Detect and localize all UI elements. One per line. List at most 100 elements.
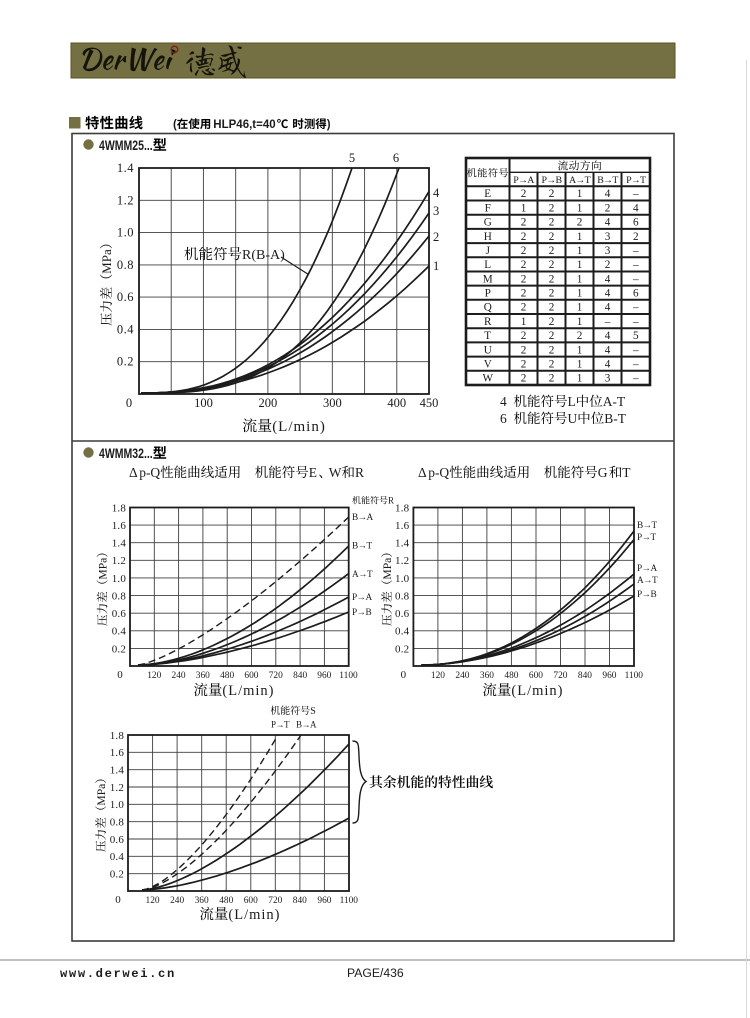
svg-text:1.8: 1.8 bbox=[110, 730, 125, 742]
svg-text:L: L bbox=[568, 394, 576, 409]
svg-text:1.0: 1.0 bbox=[112, 573, 127, 585]
svg-text:1.0: 1.0 bbox=[117, 226, 134, 240]
svg-text:2: 2 bbox=[521, 259, 527, 271]
svg-text:P: P bbox=[485, 288, 491, 300]
svg-text:2: 2 bbox=[521, 217, 527, 229]
svg-text:T: T bbox=[484, 330, 491, 342]
svg-text:2: 2 bbox=[521, 245, 527, 257]
svg-text:2: 2 bbox=[577, 330, 583, 342]
svg-text:1.6: 1.6 bbox=[110, 747, 125, 759]
svg-text:400: 400 bbox=[387, 396, 406, 410]
svg-text:1: 1 bbox=[577, 316, 583, 328]
svg-text:2: 2 bbox=[549, 344, 555, 356]
svg-text:–: – bbox=[632, 273, 639, 285]
svg-text:2: 2 bbox=[521, 359, 527, 371]
svg-text:Δ: Δ bbox=[129, 465, 138, 480]
svg-text:1: 1 bbox=[577, 273, 583, 285]
svg-text:480: 480 bbox=[504, 671, 518, 681]
svg-text:(L/min): (L/min) bbox=[511, 683, 563, 699]
svg-text:0.6: 0.6 bbox=[112, 608, 127, 620]
svg-text:360: 360 bbox=[480, 671, 494, 681]
svg-text:MPa: MPa bbox=[97, 558, 110, 580]
svg-text:0: 0 bbox=[401, 669, 407, 681]
svg-text:120: 120 bbox=[146, 896, 160, 906]
svg-text:2: 2 bbox=[549, 373, 555, 385]
svg-text:1: 1 bbox=[521, 202, 527, 214]
svg-text:2: 2 bbox=[549, 231, 555, 243]
svg-text:G: G bbox=[598, 465, 608, 480]
svg-text:F: F bbox=[485, 202, 491, 214]
svg-text:2: 2 bbox=[605, 259, 611, 271]
svg-text:1.6: 1.6 bbox=[395, 520, 410, 532]
svg-text:600: 600 bbox=[529, 671, 543, 681]
svg-text:p-Q: p-Q bbox=[428, 465, 449, 480]
svg-text:B→T: B→T bbox=[637, 521, 657, 531]
svg-text:2: 2 bbox=[521, 288, 527, 300]
svg-text:720: 720 bbox=[268, 896, 282, 906]
svg-text:P→T: P→T bbox=[637, 533, 656, 543]
svg-text:H: H bbox=[484, 231, 492, 243]
svg-text:6: 6 bbox=[393, 151, 399, 165]
svg-text:MPa: MPa bbox=[381, 558, 394, 580]
svg-text:2: 2 bbox=[521, 344, 527, 356]
svg-text:1: 1 bbox=[521, 316, 527, 328]
svg-text:B→T: B→T bbox=[352, 542, 372, 552]
svg-text:0.6: 0.6 bbox=[395, 608, 410, 620]
svg-text:240: 240 bbox=[172, 671, 186, 681]
svg-text:1.4: 1.4 bbox=[117, 161, 134, 175]
svg-text:W: W bbox=[483, 373, 494, 385]
svg-text:2: 2 bbox=[521, 302, 527, 314]
svg-text:R: R bbox=[388, 496, 394, 506]
svg-text:0.8: 0.8 bbox=[117, 258, 134, 272]
svg-text:1: 1 bbox=[577, 373, 583, 385]
svg-text:600: 600 bbox=[244, 896, 258, 906]
svg-text:MPa: MPa bbox=[99, 249, 114, 274]
svg-text:1: 1 bbox=[577, 359, 583, 371]
svg-text:0.2: 0.2 bbox=[112, 643, 126, 655]
svg-text:1: 1 bbox=[577, 259, 583, 271]
svg-text:2: 2 bbox=[605, 202, 611, 214]
svg-text:2: 2 bbox=[549, 273, 555, 285]
svg-text:2: 2 bbox=[521, 373, 527, 385]
svg-text:–: – bbox=[632, 316, 639, 328]
svg-text:450: 450 bbox=[420, 396, 439, 410]
svg-text:R: R bbox=[484, 316, 492, 328]
svg-text:2: 2 bbox=[549, 330, 555, 342]
svg-text:1.6: 1.6 bbox=[112, 520, 127, 532]
svg-text:6: 6 bbox=[500, 411, 507, 426]
svg-text:P→A: P→A bbox=[352, 593, 372, 603]
svg-text:480: 480 bbox=[220, 671, 234, 681]
svg-text:960: 960 bbox=[317, 671, 331, 681]
svg-text:–: – bbox=[632, 302, 639, 314]
svg-text:A-T: A-T bbox=[603, 394, 626, 409]
svg-text:P→B: P→B bbox=[542, 175, 563, 186]
svg-text:2: 2 bbox=[633, 231, 639, 243]
svg-text:0.2: 0.2 bbox=[395, 643, 409, 655]
svg-text:2: 2 bbox=[521, 273, 527, 285]
svg-text:L: L bbox=[484, 259, 491, 271]
svg-text:B-T: B-T bbox=[604, 411, 627, 426]
svg-text:–: – bbox=[632, 344, 639, 356]
svg-text:0.6: 0.6 bbox=[110, 834, 125, 846]
svg-text:A→T: A→T bbox=[637, 576, 658, 586]
svg-text:240: 240 bbox=[455, 671, 469, 681]
svg-text:3: 3 bbox=[433, 204, 439, 218]
svg-text:1: 1 bbox=[577, 231, 583, 243]
svg-text:0.4: 0.4 bbox=[112, 626, 127, 638]
svg-text:360: 360 bbox=[196, 671, 210, 681]
svg-text:840: 840 bbox=[293, 896, 307, 906]
svg-text:J: J bbox=[486, 245, 491, 257]
svg-text:B→T: B→T bbox=[597, 175, 618, 186]
svg-text:(: ( bbox=[173, 119, 177, 131]
svg-text:(L/min): (L/min) bbox=[222, 683, 274, 699]
svg-text:120: 120 bbox=[147, 671, 161, 681]
svg-text:4: 4 bbox=[605, 302, 611, 314]
svg-text:2: 2 bbox=[549, 302, 555, 314]
svg-text:2: 2 bbox=[433, 230, 439, 244]
svg-text:P→A: P→A bbox=[513, 175, 535, 186]
svg-text:3: 3 bbox=[605, 231, 611, 243]
svg-text:M: M bbox=[483, 273, 493, 285]
svg-text:4: 4 bbox=[605, 217, 611, 229]
svg-text:960: 960 bbox=[317, 896, 331, 906]
svg-text:2: 2 bbox=[549, 202, 555, 214]
